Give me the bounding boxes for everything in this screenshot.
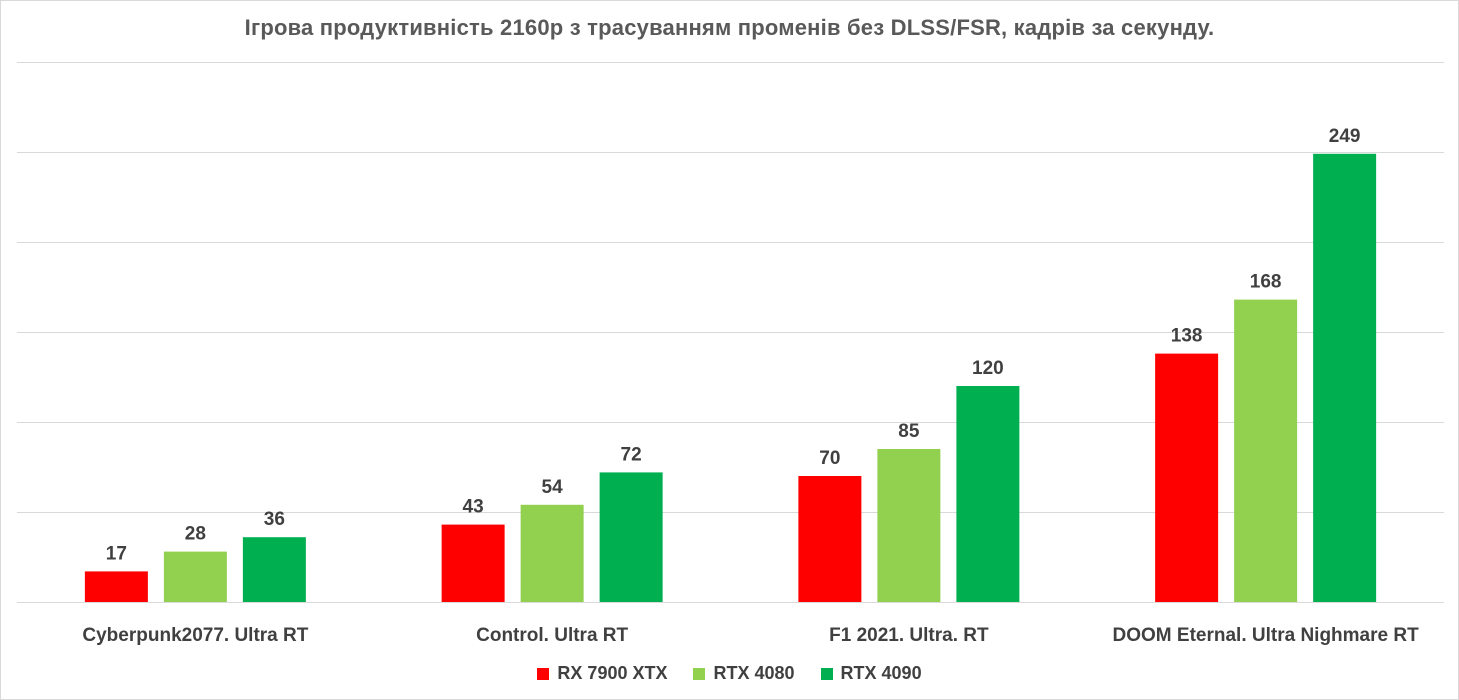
- bar-value-label: 138: [1171, 326, 1203, 347]
- category-label: F1 2021. Ultra. RT: [829, 625, 989, 646]
- bar: [163, 551, 227, 602]
- bars: [84, 153, 1377, 603]
- gridlines: [17, 62, 1444, 603]
- bar: [242, 537, 306, 602]
- bar: [599, 472, 663, 602]
- bar-value-label: 17: [106, 543, 127, 564]
- bar: [441, 524, 505, 602]
- bar: [84, 571, 148, 602]
- bar: [1155, 353, 1219, 602]
- bar-value-label: 43: [463, 497, 484, 518]
- bar: [877, 449, 941, 602]
- legend-label: RTX 4090: [840, 663, 922, 683]
- legend-item: RTX 4080: [693, 663, 795, 684]
- bar-value-label: 70: [819, 448, 840, 469]
- bar-value-label: 85: [898, 421, 920, 442]
- legend-item: RX 7900 XTX: [537, 663, 667, 684]
- bar-value-label: 28: [185, 524, 206, 545]
- bar-value-label: 168: [1250, 272, 1282, 293]
- legend-swatch: [693, 667, 706, 680]
- legend-label: RTX 4080: [713, 663, 795, 683]
- bar: [1313, 153, 1377, 603]
- data-labels: 17 28 36 43 54 72 70 85 120 138 168 249: [106, 126, 1361, 565]
- bar-value-label: 120: [972, 358, 1004, 379]
- bar-value-label: 72: [621, 444, 642, 465]
- category-label: Cyberpunk2077. Ultra RT: [82, 625, 308, 646]
- bar: [1234, 299, 1298, 602]
- legend-item: RTX 4090: [820, 663, 922, 684]
- bar-value-label: 36: [264, 509, 285, 530]
- bar-value-label: 54: [542, 477, 564, 498]
- category-label: DOOM Eternal. Ultra Nighmare RT: [1113, 625, 1420, 646]
- category-labels: Cyberpunk2077. Ultra RT Control. Ultra RT…: [82, 625, 1419, 646]
- category-label: Control. Ultra RT: [476, 625, 628, 646]
- bar: [520, 504, 584, 602]
- bar: [798, 476, 862, 602]
- legend-swatch: [537, 667, 550, 680]
- legend-swatch: [820, 667, 833, 680]
- bar-value-label: 249: [1329, 126, 1361, 147]
- legend: RX 7900 XTX RTX 4080 RTX 4090: [1, 663, 1458, 684]
- legend-label: RX 7900 XTX: [557, 663, 668, 683]
- bar: [956, 386, 1020, 602]
- chart-title: Ігрова продуктивність 2160p з трасування…: [244, 15, 1215, 40]
